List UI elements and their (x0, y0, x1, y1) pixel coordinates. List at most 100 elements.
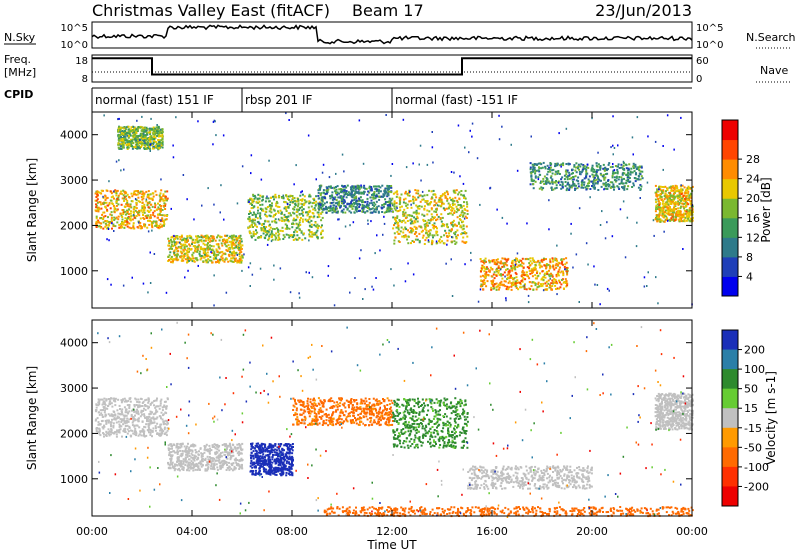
scatter-point (207, 239, 210, 242)
scatter-point (219, 258, 221, 261)
scatter-point (145, 190, 148, 193)
scatter-point (206, 243, 209, 246)
noise-point (617, 144, 619, 147)
scatter-point (554, 162, 557, 165)
scatter-point (411, 240, 414, 242)
nsearch-tick-bottom: 10^0 (696, 40, 723, 51)
scatter-point (522, 262, 525, 265)
scatter-point (671, 213, 674, 216)
scatter-point (146, 209, 149, 212)
scatter-point (439, 195, 442, 198)
scatter-point (99, 409, 102, 412)
scatter-point (549, 162, 552, 164)
noise-point (560, 165, 562, 168)
noise-point (604, 237, 607, 240)
scatter-point (269, 233, 272, 236)
range-tick-label: 4000 (60, 129, 88, 142)
scatter-point (98, 208, 101, 211)
scatter-point (157, 213, 160, 216)
scatter-point (526, 266, 529, 269)
scatter-point (207, 248, 210, 251)
scatter-point (251, 214, 254, 216)
scatter-point (665, 206, 668, 208)
scatter-point (501, 257, 504, 260)
scatter-point (554, 181, 557, 184)
scatter-point (192, 251, 195, 254)
scatter-point (217, 246, 220, 249)
noise-point (184, 276, 186, 279)
scatter-point (404, 197, 407, 200)
scatter-point (632, 162, 635, 165)
scatter-point (160, 398, 163, 401)
noise-point (599, 224, 602, 226)
scatter-point (149, 139, 152, 142)
scatter-point (121, 221, 123, 224)
scatter-point (200, 239, 203, 242)
scatter-point (108, 203, 111, 206)
noise-point (446, 243, 448, 246)
scatter-point (497, 261, 500, 264)
scatter-point (508, 272, 511, 275)
scatter-point (257, 202, 260, 204)
noise-point (118, 117, 120, 120)
scatter-point (130, 139, 133, 142)
scatter-point (165, 218, 168, 221)
scatter-point (625, 182, 628, 184)
scatter-point (433, 199, 436, 202)
scatter-point (440, 235, 443, 238)
scatter-point (324, 193, 327, 195)
scatter-point (375, 185, 378, 188)
nsky-line-series (91, 24, 693, 45)
scatter-point (127, 208, 130, 211)
scatter-point (126, 204, 129, 207)
scatter-point (152, 141, 155, 144)
noise-point (510, 143, 512, 146)
scatter-point (280, 211, 283, 214)
scatter-point (235, 235, 238, 238)
scatter-point (403, 208, 406, 211)
scatter-point (482, 274, 484, 277)
scatter-point (634, 165, 637, 168)
scatter-point (497, 265, 500, 268)
scatter-point (198, 239, 201, 242)
scatter-point (126, 132, 129, 135)
scatter-point (310, 215, 313, 218)
scatter-point (293, 234, 295, 237)
scatter-point (547, 181, 550, 184)
scatter-point (570, 186, 573, 189)
scatter-point (555, 186, 558, 189)
scatter-point (530, 178, 533, 181)
scatter-point (213, 258, 215, 261)
scatter-point (552, 280, 555, 283)
scatter-point (555, 274, 558, 276)
scatter-point (438, 238, 441, 241)
noise-point (587, 263, 589, 266)
scatter-point (540, 283, 542, 286)
scatter-point (677, 215, 680, 218)
scatter-point (317, 197, 320, 200)
scatter-point (309, 201, 312, 204)
scatter-point (359, 196, 362, 199)
scatter-point (689, 220, 692, 223)
scatter-point (357, 210, 360, 212)
scatter-point (124, 139, 127, 142)
scatter-point (282, 234, 285, 237)
scatter-point (284, 201, 287, 204)
scatter-point (224, 258, 227, 261)
scatter-point (602, 167, 605, 170)
scatter-point (538, 285, 541, 288)
scatter-point (239, 258, 242, 261)
noise-point (213, 304, 215, 307)
scatter-point (554, 284, 557, 287)
scatter-point (561, 176, 564, 179)
freq-step-series (92, 57, 692, 76)
scatter-point (439, 218, 442, 221)
scatter-point (231, 251, 234, 254)
scatter-point (102, 211, 105, 214)
scatter-point (149, 214, 152, 217)
scatter-point (516, 257, 518, 260)
scatter-point (485, 266, 488, 269)
scatter-point (350, 195, 353, 198)
scatter-point (545, 263, 548, 265)
scatter-point (325, 190, 328, 193)
